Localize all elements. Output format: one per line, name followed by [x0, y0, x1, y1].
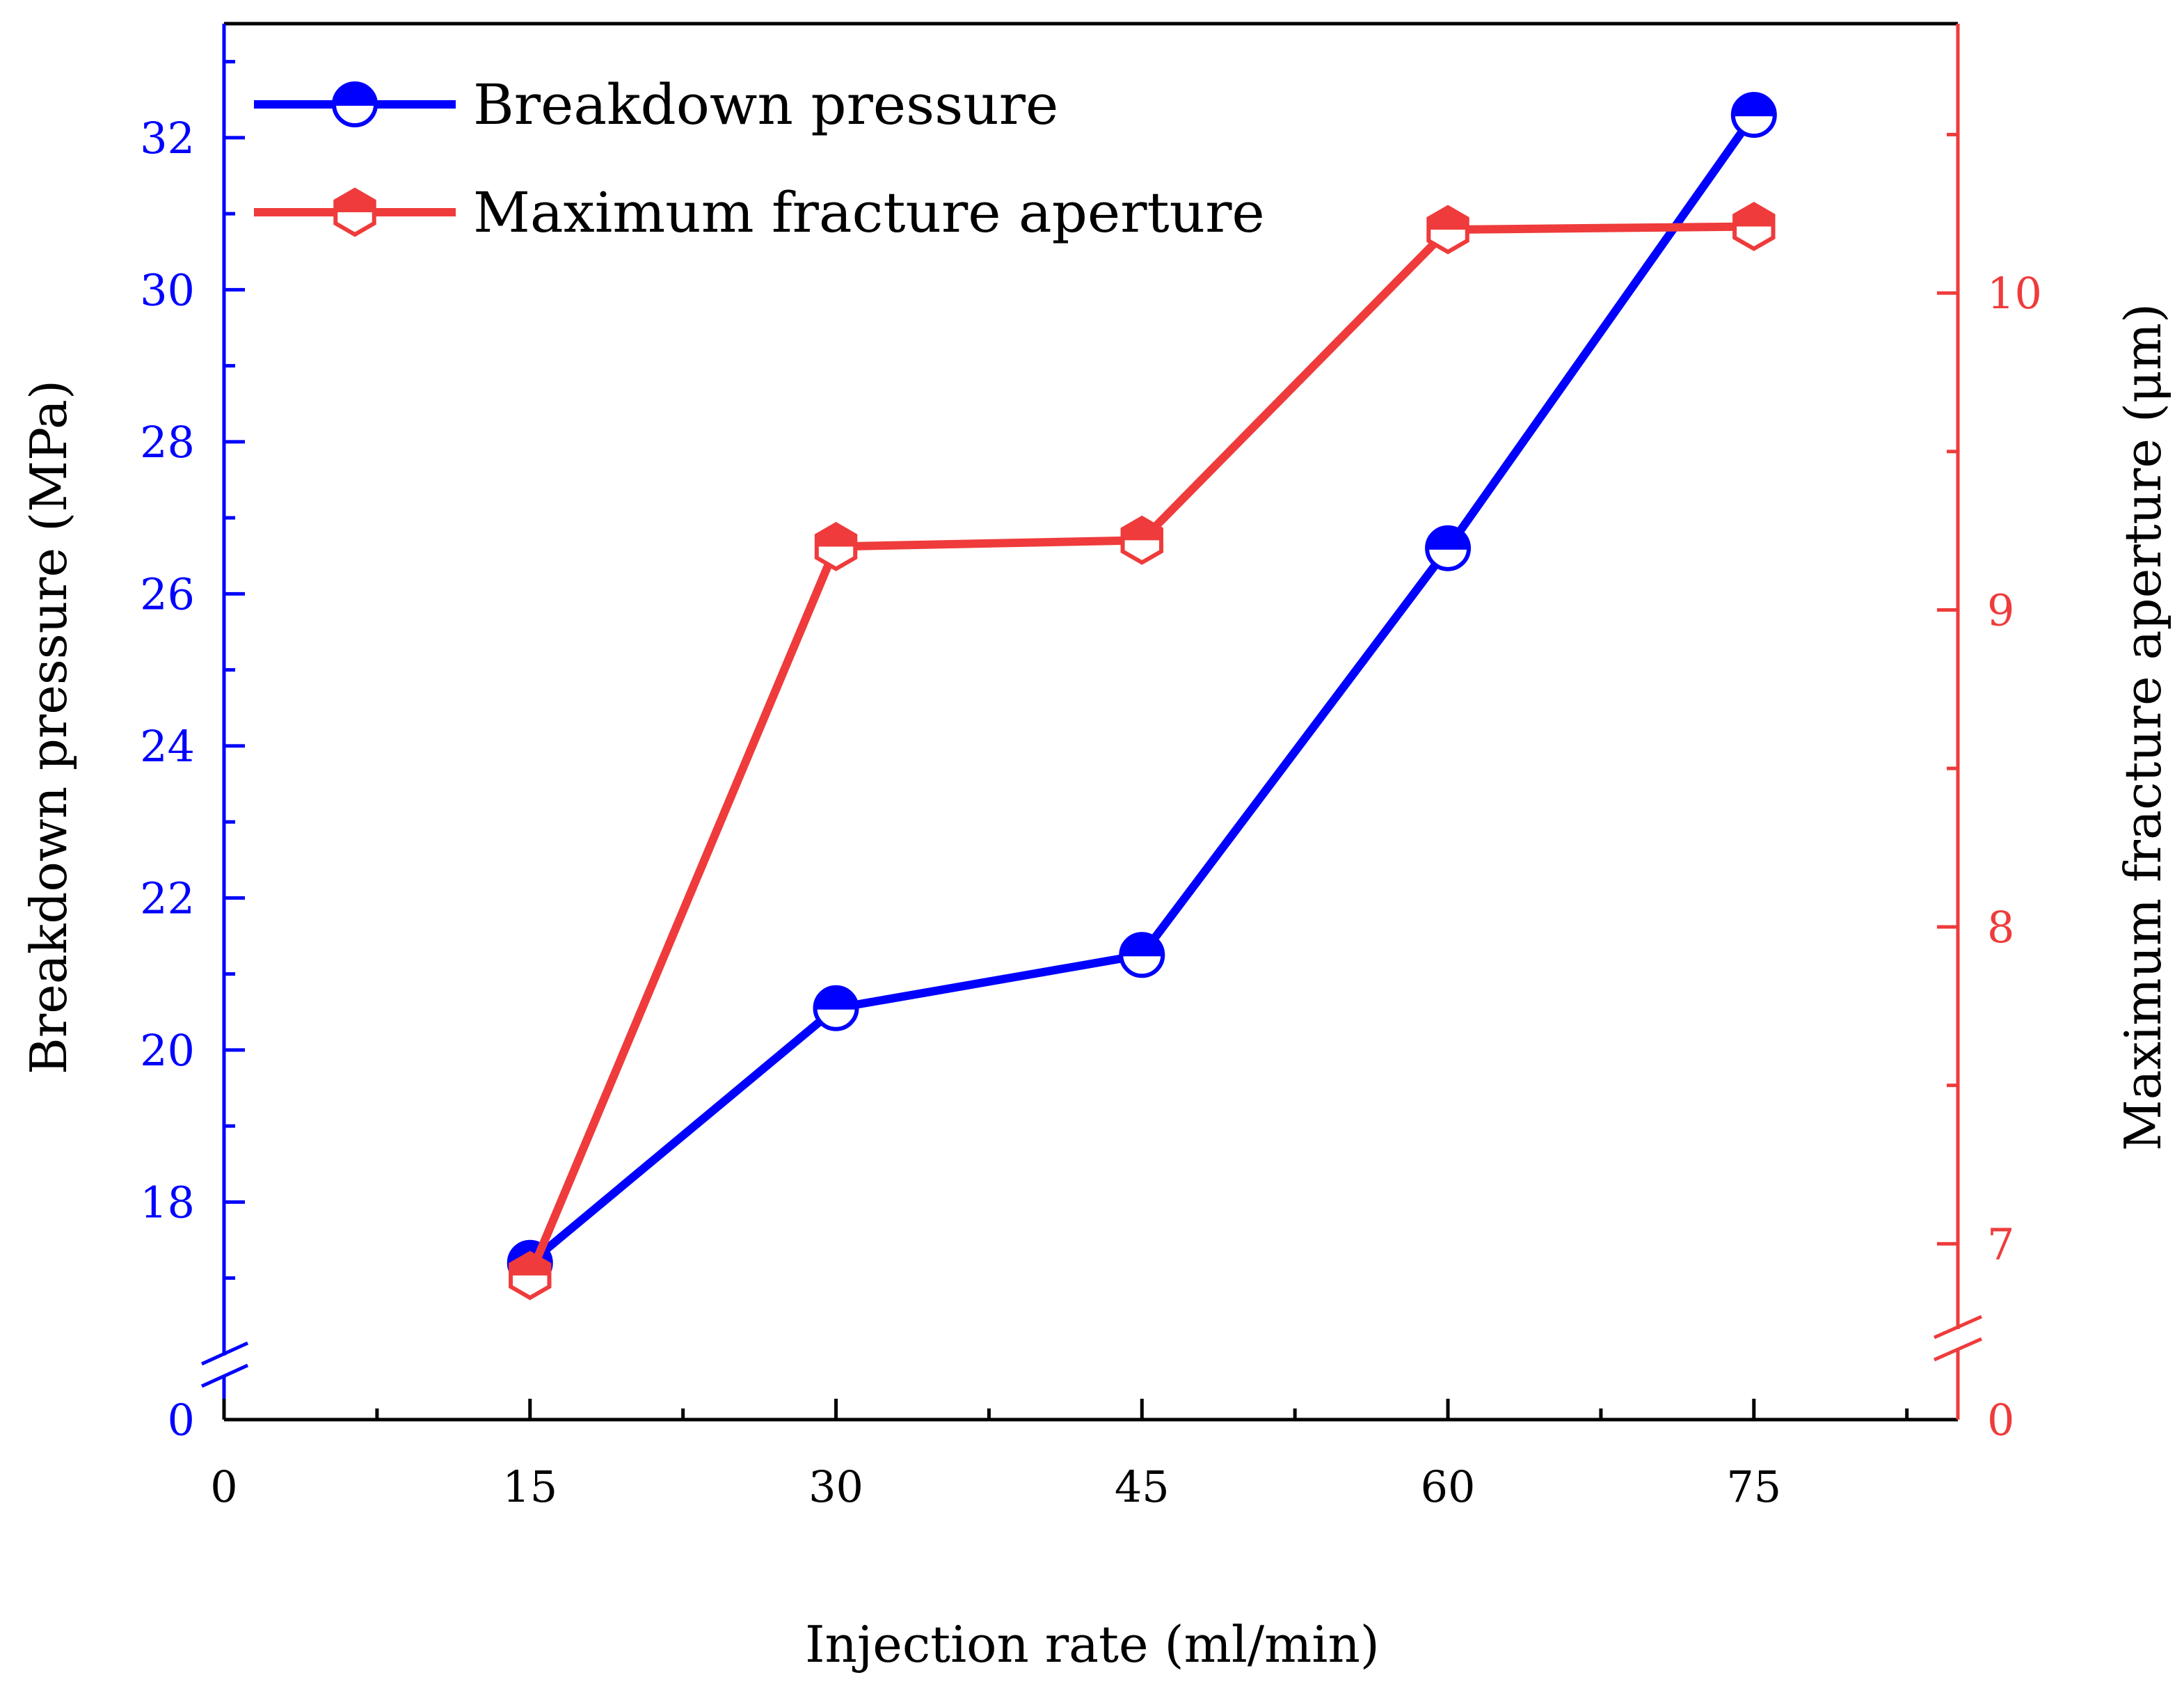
- data-point-fill: [1121, 934, 1163, 955]
- right-y-tick-label: 7: [1987, 1218, 2014, 1269]
- data-point-fill: [1428, 207, 1467, 230]
- series-line: [527, 112, 1757, 1267]
- right-y-tick-label-zero: 0: [1987, 1395, 2014, 1445]
- legend-marker: [333, 187, 376, 237]
- legend: Breakdown pressure Maximum fracture apert…: [254, 72, 1265, 245]
- x-tick-label: 15: [502, 1461, 557, 1512]
- left-y-tick-label: 30: [140, 264, 195, 315]
- left-y-tick-label: 26: [140, 569, 195, 619]
- left-y-tick-label-zero: 0: [168, 1395, 195, 1445]
- x-tick-label: 45: [1115, 1461, 1170, 1512]
- data-point: [1119, 932, 1165, 978]
- x-tick-label: 0: [210, 1461, 237, 1512]
- legend-marker-fill: [335, 190, 374, 212]
- data-point-fill: [816, 524, 856, 547]
- data-point: [813, 985, 859, 1031]
- left-y-tick-label: 24: [140, 721, 195, 772]
- x-axis-title: Injection rate (ml/min): [805, 1615, 1380, 1674]
- right-y-axis-title: Maximum fracture aperture (μm): [2114, 303, 2172, 1151]
- plot-frame: [200, 22, 1983, 1422]
- left-y-axis-title: Breakdown pressure (MPa): [19, 380, 78, 1074]
- right-y-tick-label: 9: [1987, 585, 2014, 636]
- data-point: [1732, 202, 1776, 251]
- axis-ticks: 0 15 30 45 60 75 18 20 22 24 26 28 30 32 0 7 8 9 10 0: [140, 60, 2042, 1512]
- legend-label: Breakdown pressure: [473, 72, 1058, 137]
- data-point: [1425, 525, 1472, 571]
- series-maximum-fracture-aperture: [509, 202, 1776, 1301]
- legend-label: Maximum fracture aperture: [473, 180, 1265, 245]
- left-y-tick-label: 28: [140, 417, 195, 468]
- right-axis-break-mark: [1933, 1315, 1983, 1340]
- data-point-fill: [1735, 204, 1773, 227]
- data-point: [814, 521, 858, 571]
- left-axis-break-mark: [200, 1363, 249, 1388]
- data-point-fill: [1427, 527, 1469, 548]
- legend-item: Maximum fracture aperture: [254, 180, 1265, 245]
- legend-item: Breakdown pressure: [254, 72, 1058, 137]
- data-point-fill: [511, 1253, 550, 1276]
- x-tick-label: 60: [1421, 1461, 1476, 1512]
- legend-marker-fill: [334, 84, 376, 104]
- left-y-tick-label: 18: [140, 1177, 195, 1228]
- data-point-fill: [1122, 518, 1162, 541]
- data-point-fill: [815, 987, 857, 1008]
- left-y-tick-label: 32: [140, 113, 195, 164]
- data-point: [1730, 92, 1777, 138]
- legend-marker: [332, 81, 378, 127]
- x-tick-label: 30: [808, 1461, 863, 1512]
- left-y-tick-label: 20: [140, 1025, 195, 1076]
- left-y-tick-label: 22: [140, 873, 195, 923]
- right-y-tick-label: 10: [1987, 268, 2042, 319]
- data-point: [1120, 515, 1164, 565]
- series-breakdown-pressure: [507, 92, 1777, 1286]
- right-axis-break-mark: [1933, 1337, 1983, 1362]
- data-point: [509, 1251, 552, 1301]
- series-line: [526, 222, 1754, 1278]
- x-tick-label: 75: [1726, 1461, 1781, 1512]
- series-layer: [507, 92, 1777, 1301]
- right-y-tick-label: 8: [1987, 902, 2014, 953]
- data-point-fill: [1732, 94, 1775, 116]
- left-axis-break-mark: [200, 1341, 249, 1366]
- data-point: [1426, 205, 1469, 255]
